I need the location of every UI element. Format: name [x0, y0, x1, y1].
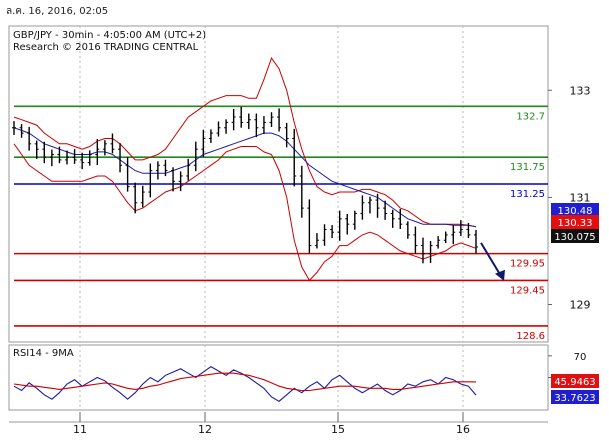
- rsi-panel-label: RSI14 - 9MA: [13, 348, 74, 359]
- bollinger-lower-line: [13, 143, 477, 282]
- x-date-label-3: 16: [456, 423, 470, 436]
- rsi-flag-0: [551, 374, 599, 388]
- rsi-flag-label-0: 45.9463: [554, 377, 595, 388]
- level-label-0: 132.7: [516, 111, 545, 122]
- header-timestamp: ล.ค. 16, 2016, 02:05: [6, 6, 109, 17]
- level-label-1: 131.75: [510, 162, 545, 173]
- rsi-flag-label-1: 33.7623: [554, 393, 595, 404]
- price-flag-label-1: 130.33: [558, 218, 593, 229]
- level-label-3: 129.95: [510, 259, 545, 270]
- level-label-5: 128.6: [516, 331, 545, 342]
- chart-legend-source: Research © 2016 TRADING CENTRAL: [13, 42, 199, 53]
- rsi-panel-frame: [8, 344, 549, 411]
- forecast-arrow-shaft: [480, 242, 503, 279]
- rsi-series-1: [13, 372, 477, 392]
- price-flag-1: [551, 215, 599, 229]
- price-tick-label-0: 129: [570, 299, 591, 312]
- x-date-label-0: 11: [73, 423, 87, 436]
- bollinger-upper-line: [13, 57, 477, 228]
- price-tick-label-1: 131: [570, 191, 591, 204]
- chart-legend-title: GBP/JPY - 30min - 4:05:00 AM (UTC+2): [13, 30, 207, 41]
- price-flag-label-0: 130.48: [558, 206, 593, 217]
- price-tick-label-2: 133: [570, 84, 591, 97]
- price-flag-0: [551, 203, 599, 217]
- x-date-label-1: 12: [198, 423, 212, 436]
- x-date-label-2: 15: [331, 423, 345, 436]
- level-label-2: 131.25: [510, 189, 545, 200]
- rsi-flag-1: [551, 390, 599, 404]
- price-flag-2: [551, 229, 599, 243]
- price-flag-label-2: 130.075: [554, 232, 595, 243]
- rsi-tick-label-1: 70: [574, 352, 587, 363]
- level-label-4: 129.45: [510, 285, 545, 296]
- forecast-arrow-head: [495, 269, 505, 281]
